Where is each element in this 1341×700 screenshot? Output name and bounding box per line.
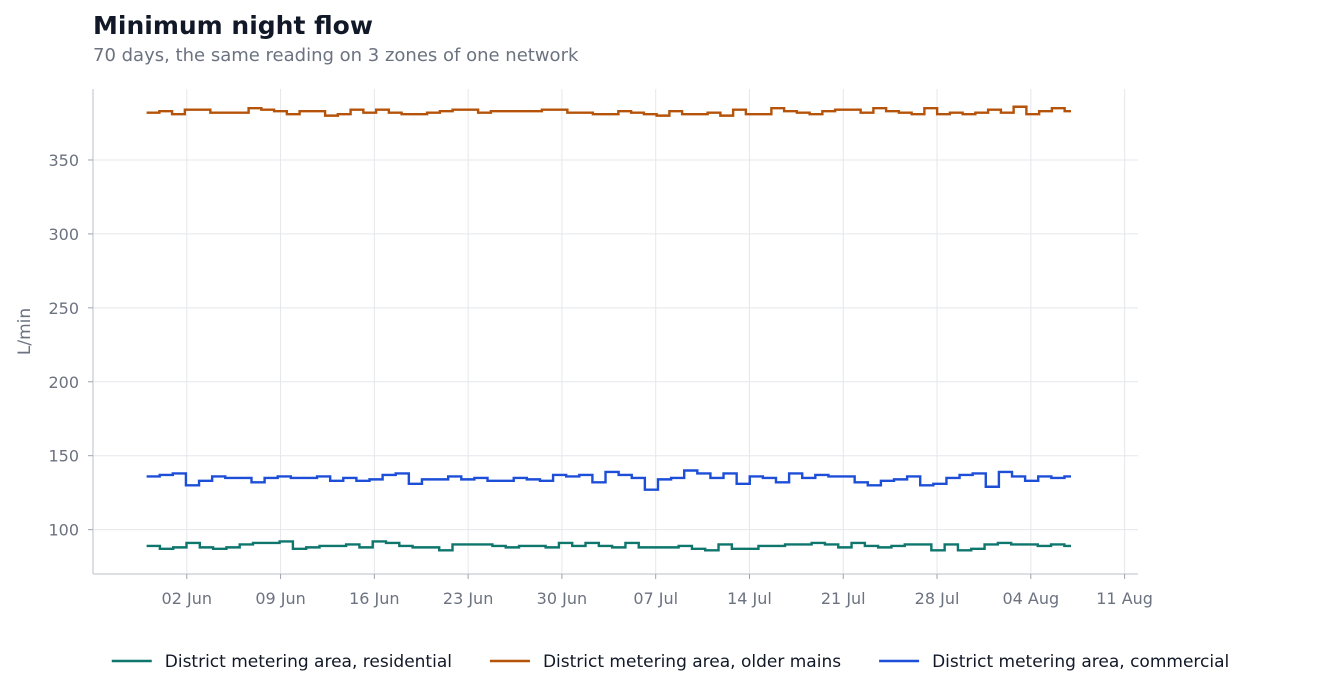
x-tick-label: 21 Jul [821, 589, 866, 608]
y-tick-label: 300 [48, 225, 79, 244]
series-line-0 [146, 540, 1072, 552]
x-tick-label: 30 Jun [537, 589, 587, 608]
x-tick-label: 02 Jun [162, 589, 212, 608]
legend-label: District metering area, older mains [543, 652, 841, 672]
legend-item-1: District metering area, older mains [489, 652, 841, 672]
y-tick-label: 100 [48, 521, 79, 540]
y-tick-label: 250 [48, 299, 79, 318]
x-tick-label: 09 Jun [255, 589, 305, 608]
x-tick-label: 28 Jul [915, 589, 960, 608]
chart-subtitle: 70 days, the same reading on 3 zones of … [93, 45, 579, 66]
x-tick-label: 23 Jun [443, 589, 493, 608]
series-line-1 [146, 105, 1072, 117]
legend: District metering area, residential Distr… [111, 652, 1229, 672]
y-axis-title: L/min [15, 308, 35, 355]
y-tick-label: 350 [48, 151, 79, 170]
x-tick-label: 16 Jun [349, 589, 399, 608]
legend-label: District metering area, residential [165, 652, 452, 672]
legend-item-2: District metering area, commercial [879, 652, 1229, 672]
x-tick-label: 07 Jul [633, 589, 678, 608]
series-layer [146, 105, 1072, 552]
legend-label: District metering area, commercial [932, 652, 1229, 672]
y-tick-label: 200 [48, 373, 79, 392]
chart-title: Minimum night flow [93, 11, 373, 40]
y-tick-label: 150 [48, 447, 79, 466]
x-tick-label: 11 Aug [1096, 589, 1153, 608]
axes: 100 150 200 250 300 350 02 Jun 09 Jun 16 Jun 23 J… [15, 89, 1153, 608]
legend-item-0: District metering area, residential [111, 652, 452, 672]
series-line-2 [146, 469, 1072, 491]
x-tick-label: 04 Aug [1002, 589, 1059, 608]
grid [93, 89, 1138, 574]
x-tick-label: 14 Jul [727, 589, 772, 608]
